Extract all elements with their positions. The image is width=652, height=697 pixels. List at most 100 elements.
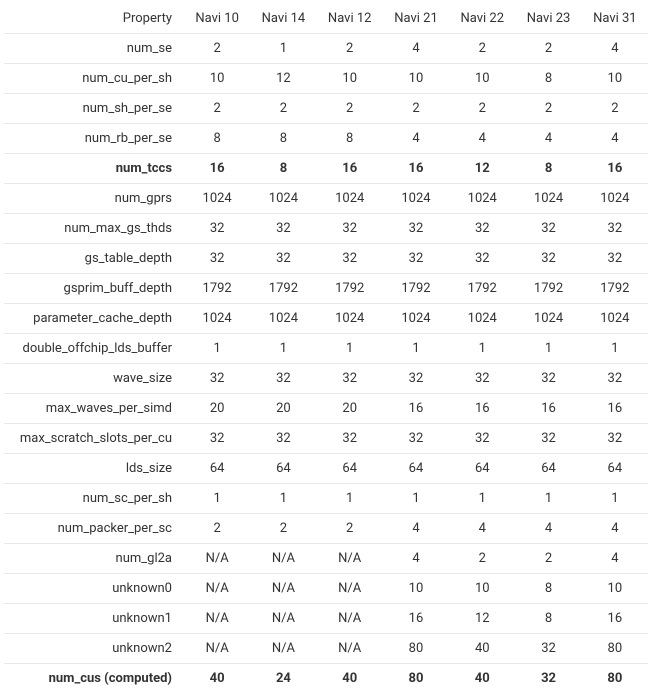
cell: 10 — [317, 64, 383, 94]
cell: 24 — [250, 664, 316, 694]
cell: 4 — [383, 544, 449, 574]
table-row: double_offchip_lds_buffer1111111 — [4, 334, 648, 364]
row-label: num_cu_per_sh — [4, 64, 184, 94]
cell: 8 — [250, 154, 316, 184]
cell: 32 — [515, 244, 581, 274]
table-row: num_cus (computed)40244080403280 — [4, 664, 648, 694]
cell: 1792 — [449, 274, 515, 304]
cell: 2 — [515, 34, 581, 64]
cell: 1024 — [515, 304, 581, 334]
cell: 2 — [582, 94, 648, 124]
cell: 10 — [184, 64, 250, 94]
cell: 1 — [184, 484, 250, 514]
row-label: num_se — [4, 34, 184, 64]
cell: 2 — [317, 94, 383, 124]
table-row: num_se2124224 — [4, 34, 648, 64]
cell: 1 — [317, 484, 383, 514]
cell: 1 — [383, 334, 449, 364]
cell: 4 — [515, 514, 581, 544]
cell: 32 — [383, 244, 449, 274]
cell: 16 — [515, 394, 581, 424]
cell: 32 — [449, 424, 515, 454]
table-row: num_cu_per_sh1012101010810 — [4, 64, 648, 94]
cell: 64 — [582, 454, 648, 484]
row-label: num_rb_per_se — [4, 124, 184, 154]
table-row: num_max_gs_thds32323232323232 — [4, 214, 648, 244]
cell: 40 — [449, 664, 515, 694]
col-header-navi31: Navi 31 — [582, 4, 648, 34]
row-label: parameter_cache_depth — [4, 304, 184, 334]
cell: 64 — [449, 454, 515, 484]
cell: 1024 — [250, 184, 316, 214]
cell: 4 — [515, 124, 581, 154]
cell: 32 — [184, 244, 250, 274]
cell: N/A — [184, 634, 250, 664]
cell: 32 — [184, 364, 250, 394]
cell: N/A — [184, 574, 250, 604]
cell: 1792 — [317, 274, 383, 304]
cell: 1792 — [250, 274, 316, 304]
cell: 10 — [383, 64, 449, 94]
col-header-navi10: Navi 10 — [184, 4, 250, 34]
cell: 8 — [515, 64, 581, 94]
cell: 1792 — [582, 274, 648, 304]
col-header-navi23: Navi 23 — [515, 4, 581, 34]
cell: 40 — [317, 664, 383, 694]
cell: 32 — [582, 244, 648, 274]
cell: 1 — [184, 334, 250, 364]
cell: 16 — [184, 154, 250, 184]
cell: 32 — [250, 424, 316, 454]
table-row: num_tccs168161612816 — [4, 154, 648, 184]
cell: 4 — [582, 34, 648, 64]
cell: N/A — [317, 604, 383, 634]
row-label: num_gl2a — [4, 544, 184, 574]
row-label: num_sc_per_sh — [4, 484, 184, 514]
row-label: max_waves_per_simd — [4, 394, 184, 424]
cell: 32 — [515, 214, 581, 244]
cell: 32 — [515, 634, 581, 664]
cell: 2 — [184, 94, 250, 124]
cell: 1024 — [317, 304, 383, 334]
cell: N/A — [317, 544, 383, 574]
cell: 16 — [582, 154, 648, 184]
cell: 64 — [515, 454, 581, 484]
cell: 8 — [317, 124, 383, 154]
cell: 1 — [250, 334, 316, 364]
cell: N/A — [250, 574, 316, 604]
table-row: max_scratch_slots_per_cu32323232323232 — [4, 424, 648, 454]
cell: N/A — [317, 634, 383, 664]
cell: 12 — [449, 604, 515, 634]
row-label: num_sh_per_se — [4, 94, 184, 124]
cell: 1024 — [184, 304, 250, 334]
cell: 1024 — [582, 184, 648, 214]
cell: 16 — [582, 394, 648, 424]
cell: 8 — [184, 124, 250, 154]
row-label: num_max_gs_thds — [4, 214, 184, 244]
cell: 2 — [383, 94, 449, 124]
table-row: wave_size32323232323232 — [4, 364, 648, 394]
cell: 16 — [449, 394, 515, 424]
cell: 2 — [317, 34, 383, 64]
cell: 20 — [184, 394, 250, 424]
row-label: unknown1 — [4, 604, 184, 634]
table-row: gs_table_depth32323232323232 — [4, 244, 648, 274]
table-row: num_sh_per_se2222222 — [4, 94, 648, 124]
cell: 32 — [449, 214, 515, 244]
table-row: max_waves_per_simd20202016161616 — [4, 394, 648, 424]
cell: 32 — [582, 214, 648, 244]
cell: 1024 — [582, 304, 648, 334]
cell: N/A — [317, 574, 383, 604]
row-label: gs_table_depth — [4, 244, 184, 274]
table-row: num_gprs1024102410241024102410241024 — [4, 184, 648, 214]
cell: 32 — [317, 364, 383, 394]
table-row: num_gl2aN/AN/AN/A4224 — [4, 544, 648, 574]
cell: 1 — [582, 334, 648, 364]
cell: 4 — [383, 514, 449, 544]
row-label: num_cus (computed) — [4, 664, 184, 694]
cell: 2 — [250, 514, 316, 544]
table-row: unknown1N/AN/AN/A1612816 — [4, 604, 648, 634]
cell: 2 — [184, 34, 250, 64]
cell: 2 — [515, 544, 581, 574]
cell: 32 — [383, 424, 449, 454]
cell: 16 — [383, 154, 449, 184]
